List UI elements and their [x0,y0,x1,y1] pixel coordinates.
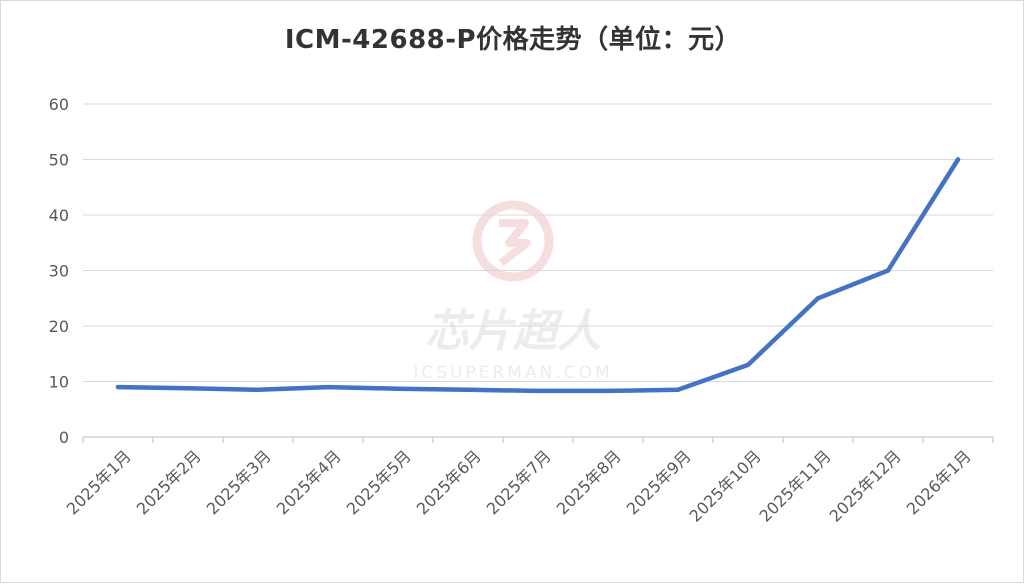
y-tick-label: 50 [49,151,69,170]
data-point [465,387,471,393]
x-tick-label: 2025年12月 [826,446,905,525]
x-tick-label: 2025年3月 [203,446,275,518]
data-point [745,362,751,368]
x-tick-label: 2025年5月 [343,446,415,518]
x-tick-label: 2025年7月 [483,446,555,518]
gridlines [83,103,993,382]
x-tick-label: 2025年9月 [623,446,695,518]
data-point [675,387,681,393]
y-tick-label: 0 [59,428,69,447]
data-point [255,387,261,393]
data-point [605,388,611,394]
data-point [115,384,121,390]
data-point [885,268,891,273]
y-tick-label: 40 [49,206,69,225]
data-point [395,386,401,391]
data-point [535,388,541,394]
x-tick-label: 2025年4月 [273,446,345,518]
x-tick-label: 2025年1月 [63,446,135,518]
chart-title: ICM-42688-P价格走势（单位：元） [284,25,742,55]
data-point [325,384,331,390]
data-point [185,385,191,391]
watermark-text: 芯片超人 [425,306,601,357]
watermark-logo-icon [472,200,554,282]
series-lines [115,157,961,394]
x-tick-label: 2025年2月 [133,446,205,518]
x-tick-label: 2025年6月 [413,446,485,518]
y-tick-label: 60 [49,95,69,114]
x-axis: 2025年1月2025年2月2025年3月2025年4月2025年5月2025年… [63,436,994,526]
watermark-subtext: ICSUPERMAN.COM [413,363,612,383]
x-tick-label: 2026年1月 [903,446,975,518]
watermark-bolt-icon [498,219,531,267]
data-point [815,296,821,301]
y-tick-label: 30 [49,262,69,281]
x-tick-label: 2025年10月 [686,446,765,525]
y-axis-ticks: 0 10 20 30 40 50 60 [49,95,69,447]
watermark: 芯片超人 ICSUPERMAN.COM [413,200,612,383]
data-point [955,157,961,162]
x-tick-label: 2025年11月 [756,446,835,525]
y-tick-label: 20 [49,317,69,336]
y-tick-label: 10 [49,373,69,392]
x-tick-label: 2025年8月 [553,446,625,518]
